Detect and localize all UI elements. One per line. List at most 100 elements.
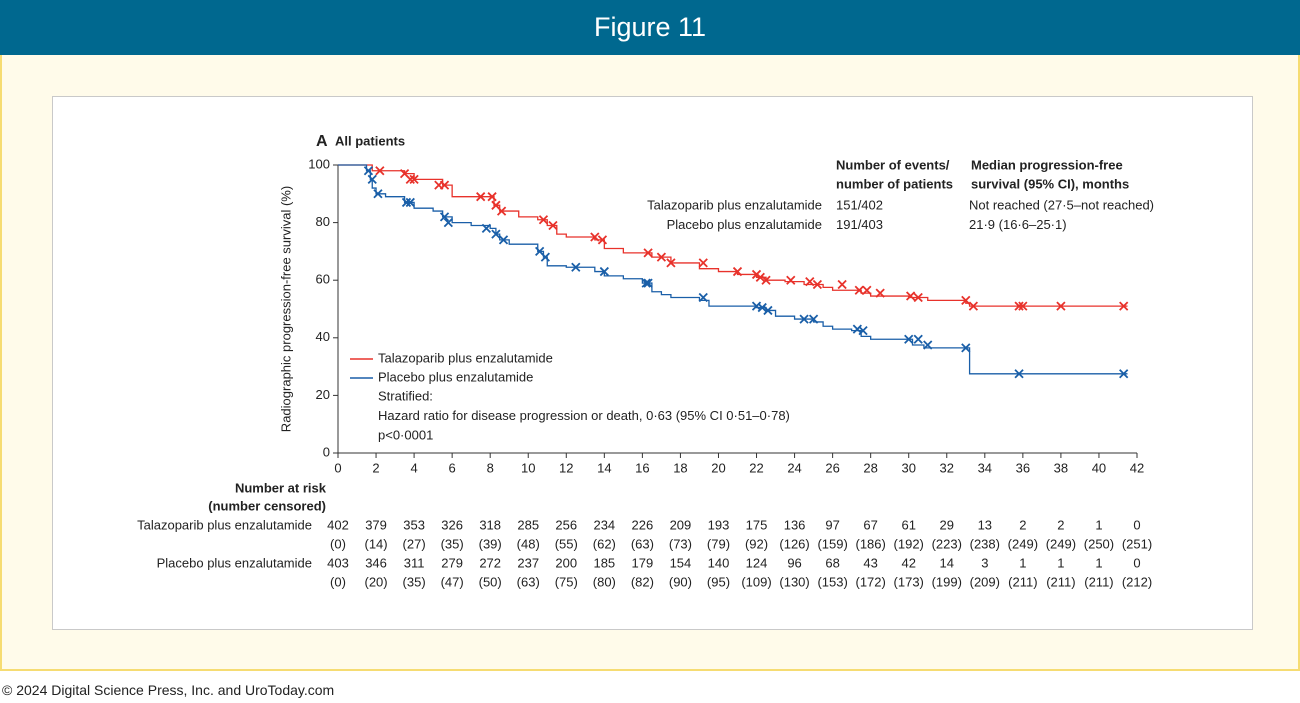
censored-count: (109) [741,574,771,589]
at-risk: 14 [940,555,954,570]
censor-mark [862,285,872,295]
at-risk: 96 [787,555,801,570]
censored-count: (55) [555,536,578,551]
censor-mark [961,295,971,305]
censor-mark [698,258,708,268]
censor-mark [571,262,581,272]
x-tick-label: 26 [825,460,839,475]
at-risk: 136 [784,517,806,532]
x-tick-label: 10 [521,460,535,475]
x-tick-label: 40 [1092,460,1106,475]
at-risk: 311 [404,555,425,570]
at-risk: 0 [1133,517,1140,532]
censor-mark [481,223,492,233]
censored-count: (73) [669,536,692,551]
censor-mark [401,197,412,208]
censored-count: (50) [479,574,502,589]
censor-mark [1119,369,1129,379]
at-risk: 43 [863,555,877,570]
censor-mark [805,277,815,287]
table-header: Median progression-free [971,157,1123,172]
at-risk: 193 [708,517,730,532]
censor-mark [698,292,708,303]
panel-label: A [316,133,328,150]
x-tick-label: 20 [711,460,725,475]
censor-mark [854,285,864,295]
y-tick-label: 0 [323,444,330,459]
censor-mark [476,192,486,202]
censor-mark [599,266,609,277]
censor-mark [837,279,847,290]
censored-count: (153) [817,574,847,589]
censor-mark [405,197,415,208]
note: Hazard ratio for disease progression or … [378,408,790,423]
censor-mark [812,279,823,290]
censored-count: (251) [1122,536,1152,551]
y-tick-label: 100 [308,156,330,171]
censored-count: (172) [855,574,885,589]
censor-mark [409,174,419,185]
censored-count: (249) [1046,536,1076,551]
at-risk: 179 [632,555,654,570]
censor-mark [496,206,507,216]
censored-count: (223) [932,536,962,551]
censor-mark [732,266,743,277]
x-tick-label: 8 [487,460,494,475]
y-tick-label: 20 [316,387,330,402]
table-header: survival (95% CI), months [971,176,1129,191]
x-tick-label: 24 [787,460,801,475]
legend-label: Talazoparib plus enzalutamide [378,350,553,365]
censored-count: (192) [894,536,924,551]
censor-mark [375,166,385,176]
at-risk: 200 [555,555,577,570]
header-title: Figure 11 [593,12,707,42]
at-risk: 97 [825,517,839,532]
row-label: Placebo plus enzalutamide [667,217,822,232]
censor-mark [1018,301,1028,311]
censor-mark [858,325,868,336]
censor-mark [961,343,971,353]
at-risk: 403 [327,555,349,570]
censored-count: (39) [479,536,502,551]
censored-count: (48) [517,536,540,551]
at-risk: 209 [670,517,692,532]
at-risk: 68 [825,555,839,570]
x-tick-label: 14 [597,460,611,475]
censor-mark [643,248,653,258]
at-risk: 42 [901,555,915,570]
censor-mark [491,229,501,239]
censor-mark [666,258,676,268]
x-tick-label: 16 [635,460,649,475]
censor-mark [643,278,653,288]
censor-mark [498,235,509,245]
censor-mark [875,288,885,298]
at-risk: 2 [1019,517,1026,532]
censor-mark [1014,369,1024,379]
censor-mark [548,220,558,231]
x-tick-label: 38 [1054,460,1068,475]
risk-title: Number at risk [235,480,327,495]
censor-mark [913,292,923,303]
censor-mark [755,272,765,282]
censored-count: (80) [593,574,616,589]
censored-count: (82) [631,574,654,589]
censor-mark [439,212,450,222]
censor-mark [905,291,916,301]
censor-mark [1014,301,1024,311]
at-risk: 285 [517,517,539,532]
at-risk: 1 [1095,517,1102,532]
censor-mark [913,334,923,344]
censored-count: (0) [330,574,346,589]
at-risk: 1 [1019,555,1026,570]
x-tick-label: 36 [1016,460,1030,475]
at-risk: 237 [517,555,539,570]
survival-curve [338,164,1128,375]
censored-count: (211) [1046,574,1075,589]
censored-count: (186) [855,536,885,551]
at-risk: 67 [863,517,877,532]
censor-mark [405,174,415,185]
at-risk: 272 [479,555,501,570]
chart-title: All patients [335,133,405,148]
censored-count: (62) [593,536,616,551]
